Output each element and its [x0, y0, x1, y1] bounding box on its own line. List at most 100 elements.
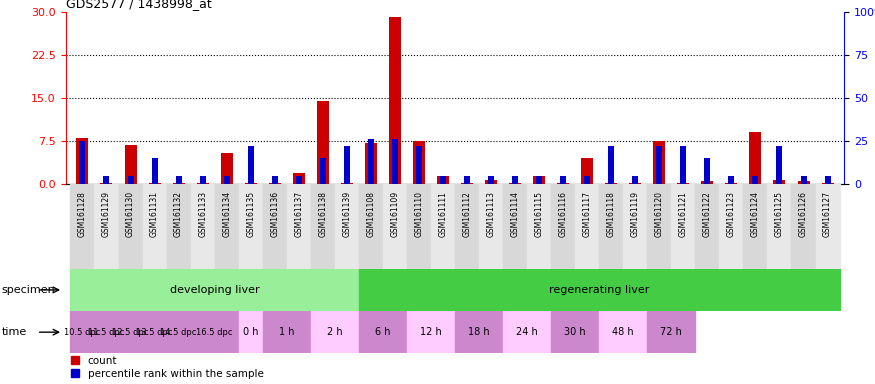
Bar: [431, 184, 455, 269]
Bar: [557, 183, 569, 184]
Text: 2 h: 2 h: [327, 327, 343, 337]
Bar: [416, 146, 422, 184]
Text: GSM161122: GSM161122: [703, 191, 712, 237]
Text: 0 h: 0 h: [243, 327, 258, 337]
Bar: [172, 183, 185, 184]
Text: GSM161120: GSM161120: [654, 191, 664, 237]
Text: GSM161110: GSM161110: [415, 191, 424, 237]
Text: GSM161135: GSM161135: [246, 191, 256, 237]
Bar: [344, 146, 350, 184]
Text: GSM161131: GSM161131: [150, 191, 159, 237]
Bar: [128, 176, 134, 184]
Text: GSM161123: GSM161123: [727, 191, 736, 237]
Bar: [816, 184, 840, 269]
Text: GSM161129: GSM161129: [102, 191, 111, 237]
Bar: [671, 184, 696, 269]
Text: GSM161124: GSM161124: [751, 191, 760, 237]
Bar: [143, 311, 166, 353]
Text: 48 h: 48 h: [612, 327, 634, 337]
Bar: [287, 184, 311, 269]
Text: GSM161139: GSM161139: [342, 191, 352, 237]
Bar: [704, 158, 710, 184]
Bar: [461, 183, 473, 184]
Text: time: time: [2, 327, 27, 337]
Bar: [551, 311, 599, 353]
Bar: [383, 184, 407, 269]
Bar: [388, 17, 401, 184]
Text: 30 h: 30 h: [564, 327, 586, 337]
Bar: [245, 183, 256, 184]
Bar: [608, 146, 614, 184]
Bar: [124, 145, 136, 184]
Bar: [166, 311, 191, 353]
Bar: [725, 183, 738, 184]
Text: 72 h: 72 h: [661, 327, 682, 337]
Bar: [272, 176, 277, 184]
Bar: [485, 180, 497, 184]
Bar: [681, 146, 686, 184]
Bar: [455, 184, 479, 269]
Text: GSM161118: GSM161118: [606, 191, 616, 237]
Bar: [648, 311, 696, 353]
Text: GSM161115: GSM161115: [535, 191, 543, 237]
Bar: [797, 182, 809, 184]
Bar: [103, 176, 109, 184]
Bar: [239, 311, 262, 353]
Text: GSM161119: GSM161119: [631, 191, 640, 237]
Bar: [118, 311, 143, 353]
Text: 11.5 dpc: 11.5 dpc: [88, 328, 124, 337]
Bar: [191, 184, 214, 269]
Bar: [311, 311, 359, 353]
Bar: [623, 184, 648, 269]
Bar: [749, 132, 761, 184]
Bar: [629, 183, 641, 184]
Bar: [752, 176, 759, 184]
Bar: [464, 176, 470, 184]
Bar: [166, 184, 191, 269]
Bar: [536, 176, 542, 184]
Bar: [262, 311, 311, 353]
Bar: [94, 184, 118, 269]
Text: 13.5 dpc: 13.5 dpc: [136, 328, 172, 337]
Bar: [200, 176, 206, 184]
Bar: [527, 184, 551, 269]
Bar: [551, 184, 575, 269]
Bar: [118, 184, 143, 269]
Text: GSM161130: GSM161130: [126, 191, 135, 237]
Bar: [143, 184, 166, 269]
Bar: [696, 184, 719, 269]
Bar: [80, 141, 86, 184]
Text: GSM161128: GSM161128: [78, 191, 87, 237]
Bar: [319, 158, 326, 184]
Bar: [392, 139, 398, 184]
Bar: [214, 184, 239, 269]
Bar: [262, 184, 287, 269]
Bar: [220, 152, 233, 184]
Bar: [293, 173, 304, 184]
Text: GSM161125: GSM161125: [775, 191, 784, 237]
Bar: [197, 183, 208, 184]
Bar: [239, 184, 262, 269]
Bar: [503, 311, 551, 353]
Text: GSM161108: GSM161108: [367, 191, 375, 237]
Bar: [744, 184, 767, 269]
Text: GSM161113: GSM161113: [487, 191, 495, 237]
Bar: [176, 176, 182, 184]
Text: GSM161126: GSM161126: [799, 191, 808, 237]
Bar: [509, 183, 522, 184]
Bar: [296, 176, 302, 184]
Bar: [407, 311, 455, 353]
Bar: [407, 184, 431, 269]
Text: GSM161111: GSM161111: [438, 191, 447, 237]
Bar: [824, 176, 830, 184]
Bar: [440, 176, 446, 184]
Bar: [151, 158, 158, 184]
Text: GDS2577 / 1438998_at: GDS2577 / 1438998_at: [66, 0, 212, 10]
Bar: [269, 183, 281, 184]
Bar: [560, 176, 566, 184]
Text: regenerating liver: regenerating liver: [549, 285, 649, 295]
Bar: [365, 143, 377, 184]
Bar: [599, 184, 623, 269]
Bar: [76, 138, 88, 184]
Bar: [248, 146, 254, 184]
